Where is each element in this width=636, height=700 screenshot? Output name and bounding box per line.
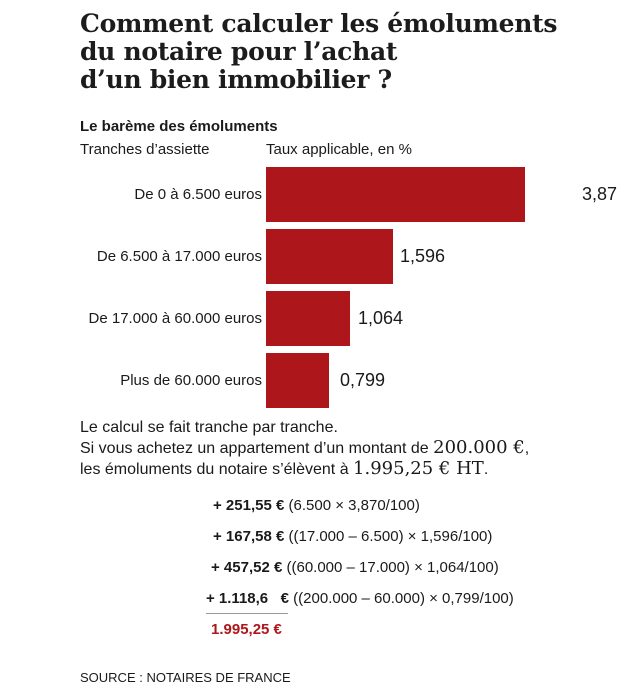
calc-row: + 457,52 € ((60.000 – 17.000) × 1,064/10…: [211, 559, 499, 576]
calc-row: + 167,58 € ((17.000 – 6.500) × 1,596/100…: [213, 528, 492, 545]
title-line-1: Comment calculer les émoluments: [80, 9, 558, 38]
title-line-3: d’un bien immobilier ?: [80, 65, 392, 94]
calc-row: + 251,55 € (6.500 × 3,870/100): [213, 497, 420, 514]
calc-amount: + 167,58 €: [213, 528, 285, 545]
calc-formula: ((200.000 – 60.000) × 0,799/100): [293, 590, 514, 607]
calc-total: 1.995,25 €: [211, 621, 282, 638]
bar-category-label: De 6.500 à 17.000 euros: [96, 248, 262, 265]
fee-total-amount: 1.995,25 € HT: [353, 458, 484, 479]
bar: [266, 229, 393, 284]
calc-amount: + 1.118,6 €: [206, 590, 289, 607]
calc-amount: + 457,52 €: [211, 559, 283, 576]
bar-row: Plus de 60.000 euros 0,799: [0, 353, 636, 408]
bar-value-label: 0,799: [340, 370, 386, 390]
bar-row: De 6.500 à 17.000 euros 1,596: [0, 229, 636, 284]
bar: [266, 167, 525, 222]
source-note: SOURCE : NOTAIRES DE FRANCE: [80, 670, 291, 685]
calc-amount: + 251,55 €: [213, 497, 285, 514]
explanation-text-fragment: Si vous achetez un appartement d’un mont…: [80, 440, 434, 457]
bar-category-label: De 0 à 6.500 euros: [134, 186, 262, 203]
bar-category-label: Plus de 60.000 euros: [120, 372, 262, 389]
bar-value-label: 1,596: [400, 246, 446, 266]
calc-formula: ((60.000 – 17.000) × 1,064/100): [286, 559, 499, 576]
explanation-text-fragment: les émoluments du notaire s’élèvent à: [80, 461, 354, 478]
bar: [266, 291, 350, 346]
bar-value-label: 3,87: [582, 184, 618, 204]
explanation-line-2: Si vous achetez un appartement d’un mont…: [80, 438, 580, 459]
purchase-amount: 200.000 €: [433, 437, 525, 458]
title-line-2: du notaire pour l’achat: [80, 37, 398, 66]
chart-subtitle: Le barème des émoluments: [80, 118, 278, 135]
explanation-line-3: les émoluments du notaire s’élèvent à 1.…: [80, 459, 580, 480]
explanation-text: Le calcul se fait tranche par tranche. S…: [80, 418, 580, 480]
column-header-rate: Taux applicable, en %: [266, 141, 412, 158]
bar-row: De 0 à 6.500 euros 3,87: [0, 167, 636, 222]
bar: [266, 353, 329, 408]
bar-row: De 17.000 à 60.000 euros 1,064: [0, 291, 636, 346]
sum-divider: [206, 613, 288, 614]
explanation-text-fragment: ,: [524, 440, 530, 457]
bar-category-label: De 17.000 à 60.000 euros: [88, 310, 262, 327]
calc-formula: ((17.000 – 6.500) × 1,596/100): [288, 528, 493, 545]
page-title: Comment calculer les émoluments du notai…: [80, 10, 560, 94]
explanation-line-1: Le calcul se fait tranche par tranche.: [80, 419, 338, 436]
bar-value-label: 1,064: [358, 308, 404, 328]
calc-formula: (6.500 × 3,870/100): [288, 497, 420, 514]
column-header-brackets: Tranches d’assiette: [80, 141, 210, 158]
explanation-text-fragment: .: [483, 461, 489, 478]
calc-row: + 1.118,6 € ((200.000 – 60.000) × 0,799/…: [206, 590, 514, 607]
